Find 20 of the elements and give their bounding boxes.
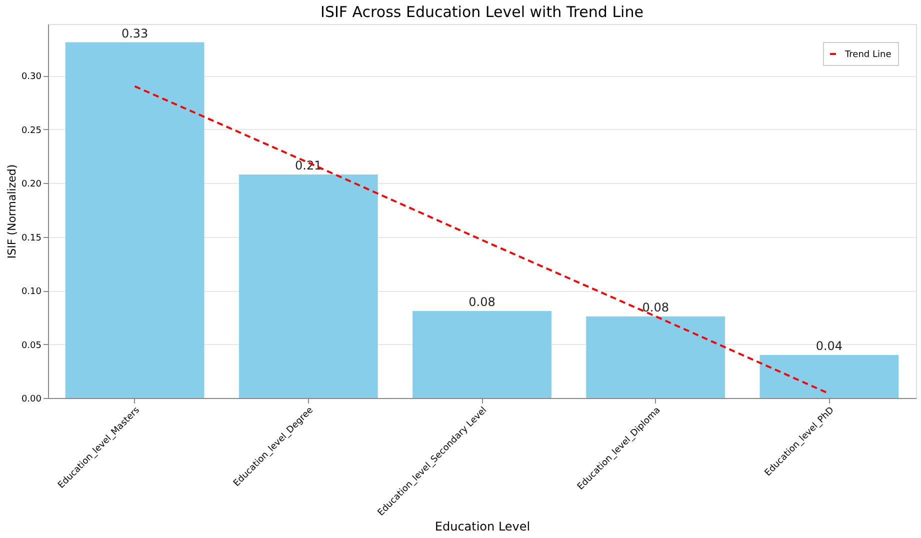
y-tick-label: 0.25	[21, 126, 42, 136]
bar	[586, 316, 726, 398]
bar	[238, 174, 378, 398]
data-label: 0.04	[816, 339, 843, 354]
y-tick-label: 0.30	[21, 72, 42, 82]
y-tick-label: 0.15	[21, 233, 42, 244]
legend-label: Trend Line	[844, 50, 892, 60]
bar	[412, 310, 552, 398]
data-label: 0.08	[468, 294, 496, 309]
data-label: 0.33	[121, 26, 148, 40]
x-axis-title: Education Level	[434, 520, 530, 534]
y-tick-label: 0.00	[21, 394, 42, 404]
y-axis-title: ISIF (Normalized)	[5, 164, 18, 259]
y-tick-label: 0.05	[21, 340, 42, 351]
chart-title: ISIF Across Education Level with Trend Line	[320, 3, 644, 21]
data-label: 0.08	[642, 300, 669, 314]
bar	[65, 42, 204, 398]
y-tick-label: 0.10	[21, 287, 42, 298]
y-tick-label: 0.20	[21, 180, 42, 190]
bar	[760, 355, 899, 398]
